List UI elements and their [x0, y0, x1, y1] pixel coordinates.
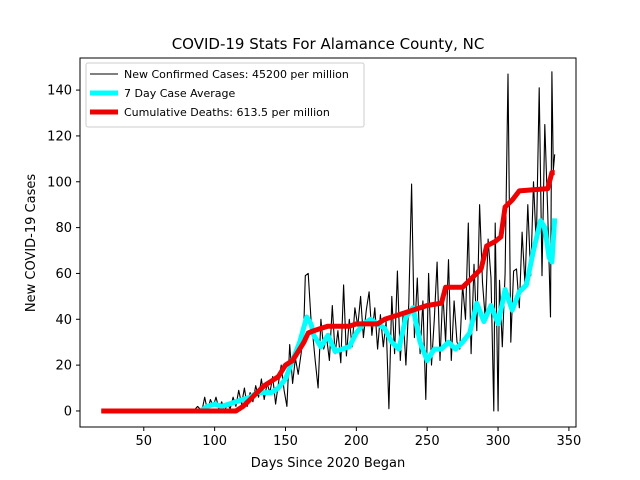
- x-axis: 50 100 150 200 250 300 350: [135, 427, 581, 449]
- series-line-3: [101, 170, 555, 414]
- x-axis-label: Days Since 2020 Began: [251, 456, 406, 471]
- y-tick-label: 0: [64, 404, 72, 419]
- legend-box: [85, 62, 365, 128]
- x-tick-label: 50: [135, 434, 152, 449]
- x-tick-label: 100: [202, 434, 227, 449]
- legend-label-3: Cumulative Deaths: 613.5 per million: [124, 106, 330, 119]
- y-tick-label: 20: [55, 359, 72, 374]
- legend-label-1: New Confirmed Cases: 45200 per million: [124, 68, 349, 81]
- y-tick-label: 120: [47, 129, 72, 144]
- y-tick-label: 140: [47, 84, 72, 99]
- y-tick-label: 40: [55, 313, 72, 328]
- legend: New Confirmed Cases: 45200 per million 7 …: [85, 62, 365, 128]
- x-tick-label: 150: [273, 434, 298, 449]
- y-axis-label: New COVID-19 Cases: [24, 174, 39, 312]
- x-tick-label: 250: [415, 434, 440, 449]
- plot-frame: [79, 57, 577, 428]
- y-tick-label: 80: [55, 221, 72, 236]
- y-axis: 0 20 40 60 80 100 120 140: [47, 84, 80, 419]
- y-tick-label: 100: [47, 175, 72, 190]
- x-tick-label: 350: [557, 434, 582, 449]
- x-tick-label: 200: [344, 434, 369, 449]
- y-tick-label: 60: [55, 267, 72, 282]
- legend-label-2: 7 Day Case Average: [124, 87, 236, 100]
- plot-lines: [101, 71, 558, 414]
- chart-title: COVID-19 Stats For Alamance County, NC: [172, 35, 485, 53]
- x-tick-label: 300: [486, 434, 511, 449]
